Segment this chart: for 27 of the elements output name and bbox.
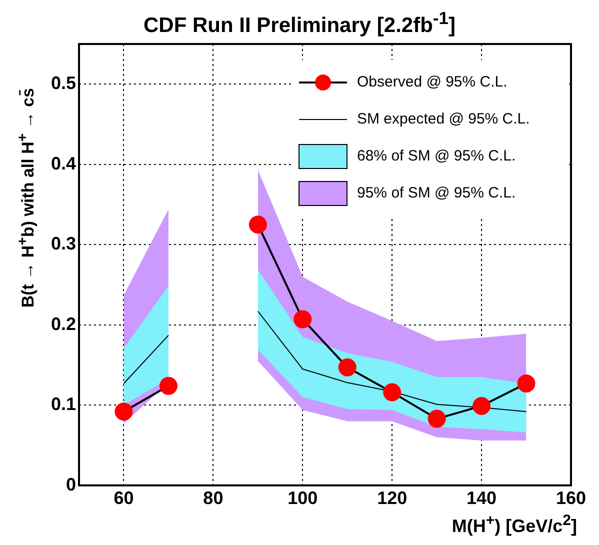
x-tick-label: 140 [466,488,497,508]
point [383,383,402,402]
legend-label: SM expected @ 95% C.L. [357,110,530,128]
point [159,376,178,395]
legend-label: 68% of SM @ 95% C.L. [357,148,516,165]
y-tick-label: 0.1 [50,394,76,414]
x-axis-title: M(H$^{+}$) [GeV/c$^{2}$] [452,512,577,537]
point [294,310,312,328]
chart-title: CDF Run II Preliminary [2.2fb$^{-1}$] [142,8,456,38]
legend-label: Observed @ 95% C.L. [357,74,508,91]
point [338,358,356,376]
y-tick-label: 0.2 [50,314,76,334]
point [472,396,491,415]
legend-label: 95% of SM @ 95% C.L. [357,184,516,202]
y-tick-label: 0.4 [50,153,76,174]
x-tick-label: 60 [114,488,134,508]
x-tick-label: 160 [556,488,586,508]
y-tick-label: 0.5 [50,73,76,94]
point [428,410,446,428]
point [248,216,267,234]
x-tick-label: 120 [377,488,408,508]
point [114,402,133,421]
x-tick-label: 80 [203,488,224,508]
y-tick-label: 0 [66,474,76,494]
y-tick-label: 0.3 [50,234,76,254]
point [517,374,536,392]
x-tick-label: 100 [288,488,318,508]
